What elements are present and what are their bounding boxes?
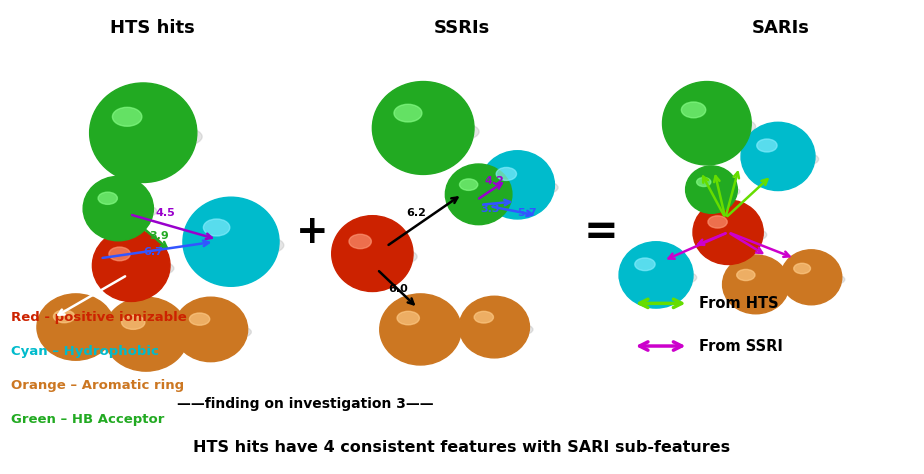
Ellipse shape	[496, 167, 517, 181]
Ellipse shape	[174, 297, 248, 362]
Text: HTS hits: HTS hits	[110, 19, 195, 37]
Ellipse shape	[122, 315, 145, 329]
Ellipse shape	[459, 320, 533, 339]
Ellipse shape	[380, 322, 465, 343]
Text: HTS hits have 4 consistent features with SARI sub-features: HTS hits have 4 consistent features with…	[193, 440, 731, 456]
Ellipse shape	[741, 122, 815, 191]
Ellipse shape	[741, 149, 819, 169]
Ellipse shape	[183, 232, 284, 259]
Ellipse shape	[103, 297, 188, 371]
Ellipse shape	[619, 268, 697, 288]
Text: 6.7: 6.7	[143, 246, 164, 256]
Ellipse shape	[459, 179, 478, 191]
Ellipse shape	[109, 247, 130, 261]
Ellipse shape	[693, 225, 767, 245]
Ellipse shape	[349, 234, 371, 249]
Text: 6.0: 6.0	[388, 283, 407, 293]
Ellipse shape	[708, 216, 727, 228]
Ellipse shape	[480, 151, 554, 219]
Ellipse shape	[736, 269, 755, 281]
Text: Red - positive ionizable: Red - positive ionizable	[11, 311, 187, 324]
Text: From SSRI: From SSRI	[699, 338, 784, 354]
Ellipse shape	[103, 326, 193, 348]
Text: 3.9: 3.9	[150, 231, 169, 241]
Ellipse shape	[781, 250, 842, 305]
Ellipse shape	[90, 122, 202, 152]
Text: ——finding on investigation 3——: ——finding on investigation 3——	[176, 397, 433, 411]
Ellipse shape	[723, 278, 793, 296]
Ellipse shape	[54, 310, 75, 323]
Text: Cyan – Hydrophobic: Cyan – Hydrophobic	[11, 345, 159, 358]
Ellipse shape	[203, 219, 230, 236]
Ellipse shape	[663, 82, 751, 165]
Ellipse shape	[723, 255, 789, 314]
Ellipse shape	[332, 245, 417, 268]
Ellipse shape	[83, 201, 157, 221]
Ellipse shape	[693, 200, 763, 264]
Text: 7.9: 7.9	[65, 282, 85, 292]
Ellipse shape	[445, 164, 512, 225]
Ellipse shape	[459, 296, 529, 358]
Text: SSRIs: SSRIs	[434, 19, 490, 37]
Text: 4.5: 4.5	[155, 208, 175, 218]
Ellipse shape	[92, 229, 170, 301]
Ellipse shape	[113, 107, 142, 126]
Ellipse shape	[372, 82, 474, 174]
Ellipse shape	[83, 176, 153, 241]
Text: 6.2: 6.2	[407, 208, 427, 218]
Ellipse shape	[619, 242, 693, 308]
Ellipse shape	[174, 322, 251, 342]
Ellipse shape	[397, 311, 419, 325]
Text: =: =	[583, 211, 618, 253]
Ellipse shape	[697, 178, 711, 187]
Ellipse shape	[372, 118, 480, 146]
Ellipse shape	[480, 177, 558, 198]
Text: 4.2: 4.2	[484, 176, 505, 186]
Ellipse shape	[794, 263, 810, 273]
Ellipse shape	[686, 184, 740, 199]
Ellipse shape	[92, 257, 174, 279]
Text: From HTS: From HTS	[699, 296, 779, 311]
Ellipse shape	[635, 258, 655, 271]
Text: 3.3: 3.3	[480, 204, 500, 214]
Ellipse shape	[757, 139, 777, 152]
Ellipse shape	[183, 197, 279, 286]
Ellipse shape	[189, 313, 210, 325]
Text: +: +	[296, 213, 329, 251]
Ellipse shape	[663, 114, 756, 139]
Ellipse shape	[686, 166, 737, 213]
Ellipse shape	[98, 192, 117, 204]
Ellipse shape	[332, 216, 413, 292]
Ellipse shape	[781, 271, 845, 288]
Text: 5.7: 5.7	[517, 208, 537, 218]
Ellipse shape	[681, 102, 706, 118]
Ellipse shape	[37, 320, 118, 340]
Ellipse shape	[394, 104, 422, 122]
Text: Green – HB Acceptor: Green – HB Acceptor	[11, 413, 164, 427]
Ellipse shape	[380, 294, 461, 365]
Ellipse shape	[474, 311, 493, 323]
Ellipse shape	[90, 83, 197, 182]
Ellipse shape	[37, 294, 115, 360]
Text: SARIs: SARIs	[752, 19, 809, 37]
Ellipse shape	[445, 188, 516, 206]
Text: Orange – Aromatic ring: Orange – Aromatic ring	[11, 379, 184, 392]
